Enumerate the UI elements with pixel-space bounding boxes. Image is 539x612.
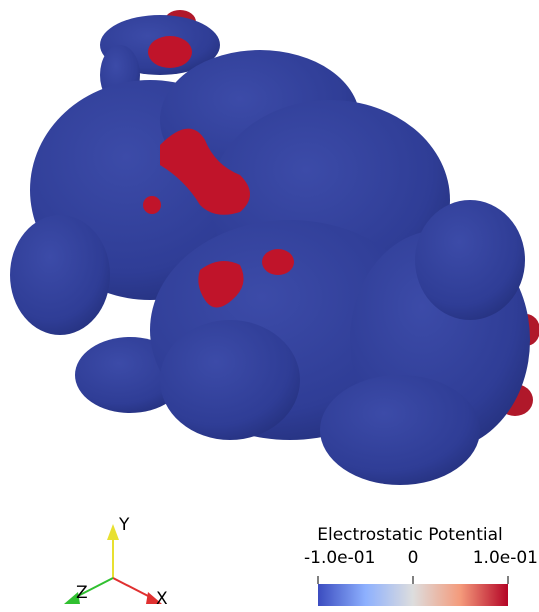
- colorbar-title: Electrostatic Potential: [317, 525, 503, 545]
- colorbar: Electrostatic Potential -1.0e-01 0 1.0e-01: [304, 525, 538, 606]
- colorbar-tick-label: 0: [408, 548, 419, 568]
- render-view: Y X Z Electrostatic Potential -1.0e-01 0 1…: [0, 0, 539, 612]
- colorbar-gradient: [318, 584, 508, 606]
- x-axis-arrow: [113, 578, 152, 598]
- molecule-surface: [10, 10, 539, 485]
- y-arrow-head: [107, 524, 119, 540]
- x-axis-label: X: [156, 589, 168, 609]
- axes-triad: Y X Z: [64, 515, 168, 609]
- y-axis-label: Y: [118, 515, 130, 535]
- z-axis-label: Z: [76, 583, 88, 603]
- colorbar-tick-label: -1.0e-01: [304, 548, 375, 568]
- colorbar-tick-label: 1.0e-01: [473, 548, 538, 568]
